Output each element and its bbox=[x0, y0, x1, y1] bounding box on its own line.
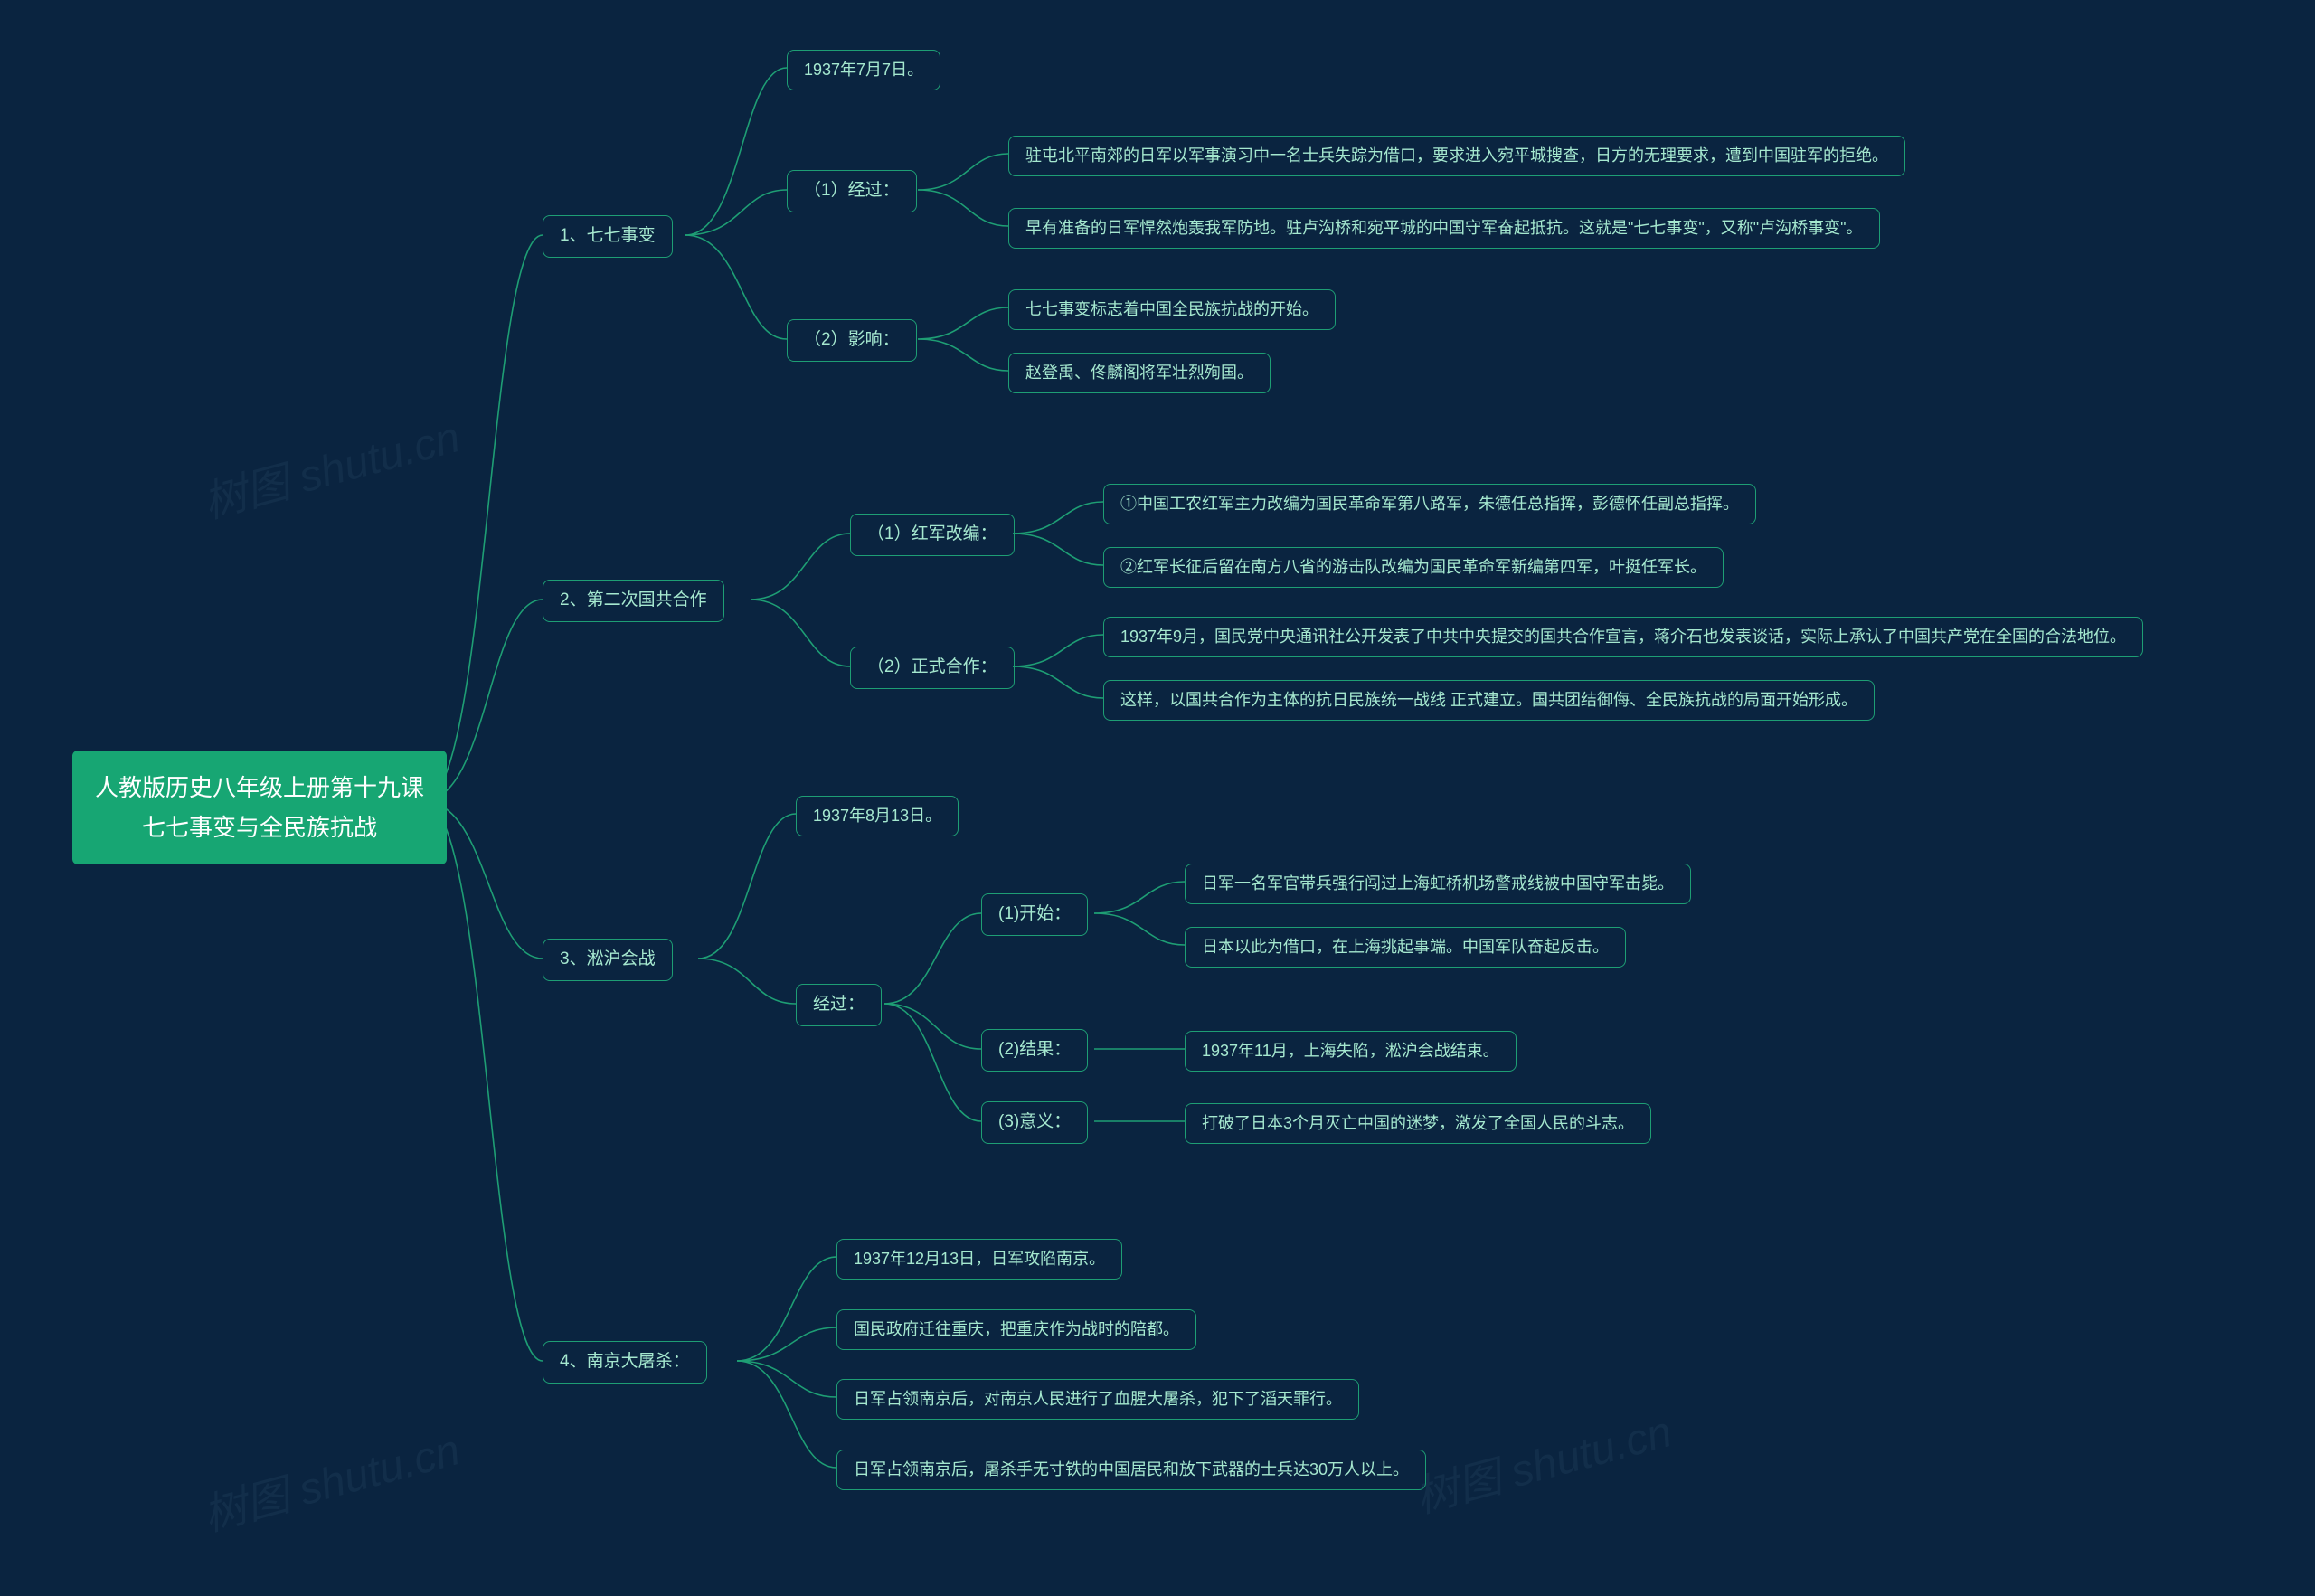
s3-p3-a: 打破了日本3个月灭亡中国的迷梦，激发了全国人民的斗志。 bbox=[1185, 1103, 1651, 1144]
root-line1: 人教版历史八年级上册第十九课 bbox=[95, 768, 424, 807]
s4-d: 日军占领南京后，屠杀手无寸铁的中国居民和放下武器的士兵达30万人以上。 bbox=[836, 1450, 1426, 1490]
s2-p1-label: （1）红军改编： bbox=[850, 514, 1015, 556]
s1-p1-a: 驻屯北平南郊的日军以军事演习中一名士兵失踪为借口，要求进入宛平城搜查，日方的无理… bbox=[1008, 136, 1905, 176]
s4-a: 1937年12月13日，日军攻陷南京。 bbox=[836, 1239, 1122, 1280]
s3-p2-a: 1937年11月，上海失陷，淞沪会战结束。 bbox=[1185, 1031, 1517, 1072]
s2-p2-a: 1937年9月，国民党中央通讯社公开发表了中共中央提交的国共合作宣言，蒋介石也发… bbox=[1103, 617, 2143, 657]
s1-p2-b: 赵登禹、佟麟阁将军壮烈殉国。 bbox=[1008, 353, 1271, 393]
s2-p2-b: 这样，以国共合作为主体的抗日民族统一战线 正式建立。国共团结御侮、全民族抗战的局… bbox=[1103, 680, 1875, 721]
s1-date: 1937年7月7日。 bbox=[787, 50, 940, 90]
s2-p1-a: ①中国工农红军主力改编为国民革命军第八路军，朱德任总指挥，彭德怀任副总指挥。 bbox=[1103, 484, 1756, 524]
s1-p1-b: 早有准备的日军悍然炮轰我军防地。驻卢沟桥和宛平城的中国守军奋起抵抗。这就是"七七… bbox=[1008, 208, 1880, 249]
root-line2: 七七事变与全民族抗战 bbox=[95, 807, 424, 847]
root-node: 人教版历史八年级上册第十九课 七七事变与全民族抗战 bbox=[72, 751, 447, 864]
s1-title: 1、七七事变 bbox=[543, 215, 673, 258]
s2-p1-b: ②红军长征后留在南方八省的游击队改编为国民革命军新编第四军，叶挺任军长。 bbox=[1103, 547, 1724, 588]
s3-p3-label: (3)意义： bbox=[981, 1101, 1088, 1144]
watermark: 树图 shutu.cn bbox=[195, 1414, 466, 1544]
s3-title: 3、淞沪会战 bbox=[543, 939, 673, 981]
s3-p-label: 经过： bbox=[796, 984, 882, 1026]
s3-p1-label: (1)开始： bbox=[981, 893, 1088, 936]
s1-p2-label: （2）影响： bbox=[787, 319, 917, 362]
watermark: 树图 shutu.cn bbox=[195, 401, 466, 531]
s3-date: 1937年8月13日。 bbox=[796, 796, 959, 836]
s1-p2-a: 七七事变标志着中国全民族抗战的开始。 bbox=[1008, 289, 1336, 330]
watermark: 树图 shutu.cn bbox=[1407, 1396, 1677, 1525]
s2-p2-label: （2）正式合作： bbox=[850, 647, 1015, 689]
s3-p1-a: 日军一名军官带兵强行闯过上海虹桥机场警戒线被中国守军击毙。 bbox=[1185, 864, 1691, 904]
s1-p1-label: （1）经过： bbox=[787, 170, 917, 212]
s3-p2-label: (2)结果： bbox=[981, 1029, 1088, 1072]
s3-p1-b: 日本以此为借口，在上海挑起事端。中国军队奋起反击。 bbox=[1185, 927, 1626, 968]
s4-title: 4、南京大屠杀： bbox=[543, 1341, 707, 1384]
s4-c: 日军占领南京后，对南京人民进行了血腥大屠杀，犯下了滔天罪行。 bbox=[836, 1379, 1359, 1420]
s2-title: 2、第二次国共合作 bbox=[543, 580, 724, 622]
s4-b: 国民政府迁往重庆，把重庆作为战时的陪都。 bbox=[836, 1309, 1196, 1350]
